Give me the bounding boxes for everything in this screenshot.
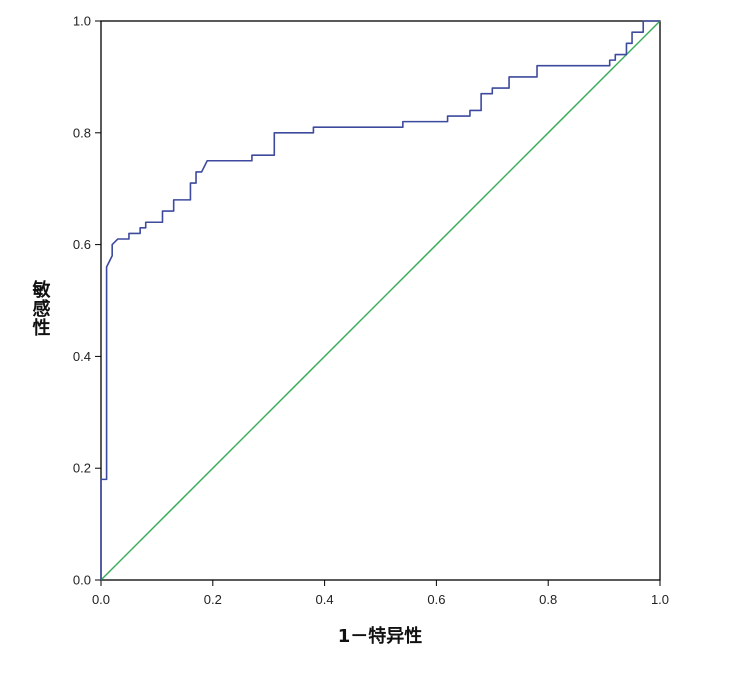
x-tick-label: 0.6 [427,592,445,607]
y-axis-ticks: 0.0 0.2 0.4 0.6 0.8 1.0 [73,14,101,588]
y-tick-label: 1.0 [73,14,91,29]
x-axis-ticks: 0.0 0.2 0.4 0.6 0.8 1.0 [92,580,669,607]
y-tick-label: 0.0 [73,573,91,588]
y-tick-label: 0.2 [73,461,91,476]
x-tick-label: 0.2 [204,592,222,607]
series-layer [100,20,661,581]
x-tick-label: 0.0 [92,592,110,607]
y-tick-label: 0.4 [73,349,91,364]
x-tick-label: 0.4 [316,592,334,607]
y-tick-label: 0.6 [73,237,91,252]
roc-curve-line [100,20,660,580]
y-axis-title: 敏感性 [30,279,52,337]
x-tick-label: 0.8 [539,592,557,607]
y-tick-label: 0.8 [73,125,91,140]
x-tick-label: 1.0 [651,592,669,607]
x-axis-title: 1－特异性 [338,625,423,647]
reference-diagonal-line [100,20,661,581]
